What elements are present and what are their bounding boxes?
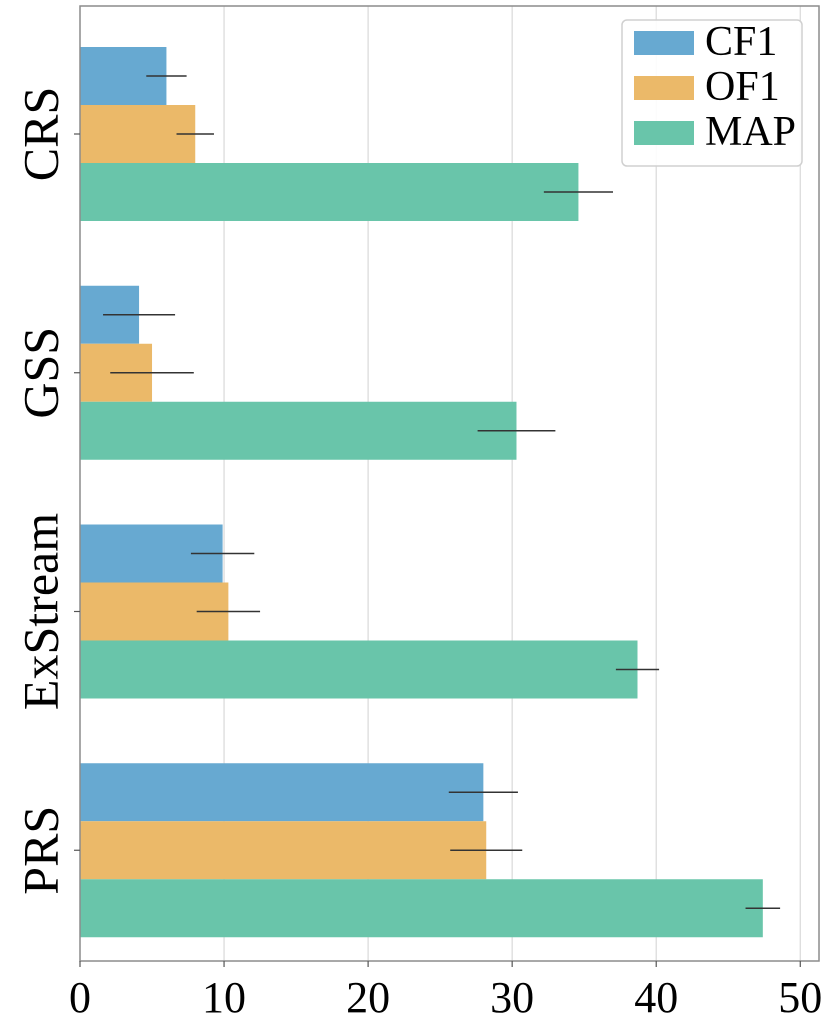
y-tick-label: GSS [13, 327, 69, 419]
x-tick-label: 0 [69, 973, 91, 1020]
legend-swatch-map [634, 121, 694, 145]
x-tick-label: 40 [634, 973, 678, 1020]
plot-frame [79, 5, 820, 962]
legend-label-map: MAP [705, 109, 796, 155]
bar-of1-prs [80, 821, 487, 880]
bar-series [80, 47, 763, 938]
x-tick-label: 30 [490, 973, 534, 1020]
bar-map-prs [80, 879, 763, 938]
x-tick-label: 20 [346, 973, 390, 1020]
x-tick-label: 10 [202, 973, 246, 1020]
bar-map-crs [80, 163, 579, 221]
legend-swatch-of1 [634, 76, 694, 100]
legend-swatch-cf1 [634, 31, 694, 55]
legend-label-of1: OF1 [705, 64, 780, 110]
x-axis: 0 10 20 30 40 50 [69, 961, 822, 1020]
bar-cf1-prs [80, 763, 484, 822]
y-axis: CRS GSS ExStream PRS [13, 87, 80, 895]
x-tick-label: 50 [778, 973, 822, 1020]
y-tick-label: ExStream [13, 513, 69, 710]
y-tick-label: PRS [13, 806, 69, 895]
bar-of1-crs [80, 105, 196, 163]
bar-map-exstream [80, 640, 638, 699]
bar-map-gss [80, 401, 517, 460]
y-tick-label: CRS [13, 87, 69, 182]
error-bars [103, 75, 781, 910]
legend-label-cf1: CF1 [705, 19, 777, 65]
